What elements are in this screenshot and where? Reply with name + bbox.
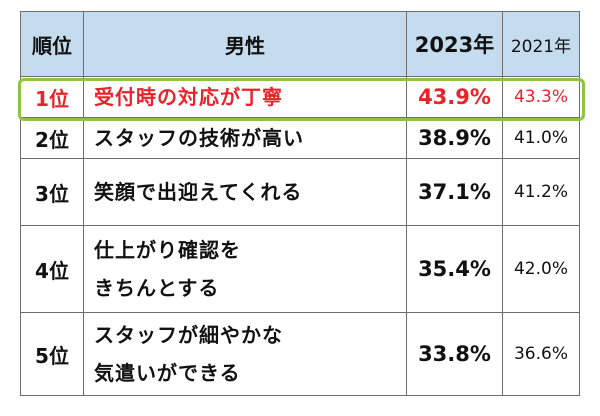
item-text-line-2: 気遣いができる xyxy=(94,361,241,385)
table-row: 4位 仕上がり確認を きちんとする 35.4% 42.0% xyxy=(20,225,580,313)
table-row: 3位 笑顔で出迎えてくれる 37.1% 41.2% xyxy=(20,158,580,226)
item-text: スタッフの技術が高い xyxy=(94,126,304,150)
pct-2023-cell: 37.1% xyxy=(406,158,503,226)
item-text: 受付時の対応が丁寧 xyxy=(94,85,283,109)
rank-cell: 1位 xyxy=(20,76,84,118)
pct-2021-cell: 41.2% xyxy=(502,158,580,226)
header-item: 男性 xyxy=(83,11,407,77)
table-row: 1位 受付時の対応が丁寧 43.9% 43.3% xyxy=(20,76,580,118)
pct-2021-cell: 41.0% xyxy=(502,117,580,159)
pct-2021-cell: 42.0% xyxy=(502,225,580,313)
table-header-row: 順位 男性 2023年 2021年 xyxy=(20,11,580,77)
rank-cell: 5位 xyxy=(20,312,84,396)
item-cell: スタッフの技術が高い xyxy=(83,117,407,159)
pct-2023-cell: 33.8% xyxy=(406,312,503,396)
pct-2023-cell: 35.4% xyxy=(406,225,503,313)
table-row: 5位 スタッフが細やかな 気遣いができる 33.8% 36.6% xyxy=(20,312,580,396)
item-text-line-1: スタッフが細やかな xyxy=(94,323,283,347)
item-cell: スタッフが細やかな 気遣いができる xyxy=(83,312,407,396)
header-rank: 順位 xyxy=(20,11,84,77)
rank-cell: 4位 xyxy=(20,225,84,313)
pct-2023-cell: 43.9% xyxy=(406,76,503,118)
item-text-line-2: きちんとする xyxy=(94,276,220,300)
item-cell: 仕上がり確認を きちんとする xyxy=(83,225,407,313)
item-cell: 笑顔で出迎えてくれる xyxy=(83,158,407,226)
header-year-2021: 2021年 xyxy=(502,11,580,77)
pct-2023-cell: 38.9% xyxy=(406,117,503,159)
item-text-line-1: 仕上がり確認を xyxy=(94,238,241,262)
table-row: 2位 スタッフの技術が高い 38.9% 41.0% xyxy=(20,117,580,159)
rank-cell: 3位 xyxy=(20,158,84,226)
pct-2021-cell: 36.6% xyxy=(502,312,580,396)
item-cell: 受付時の対応が丁寧 xyxy=(83,76,407,118)
pct-2021-cell: 43.3% xyxy=(502,76,580,118)
rank-cell: 2位 xyxy=(20,117,84,159)
ranking-table: 順位 男性 2023年 2021年 1位 受付時の対応が丁寧 43.9% 43.… xyxy=(20,11,580,396)
item-text: 笑顔で出迎えてくれる xyxy=(94,180,303,204)
header-year-2023: 2023年 xyxy=(406,11,503,77)
